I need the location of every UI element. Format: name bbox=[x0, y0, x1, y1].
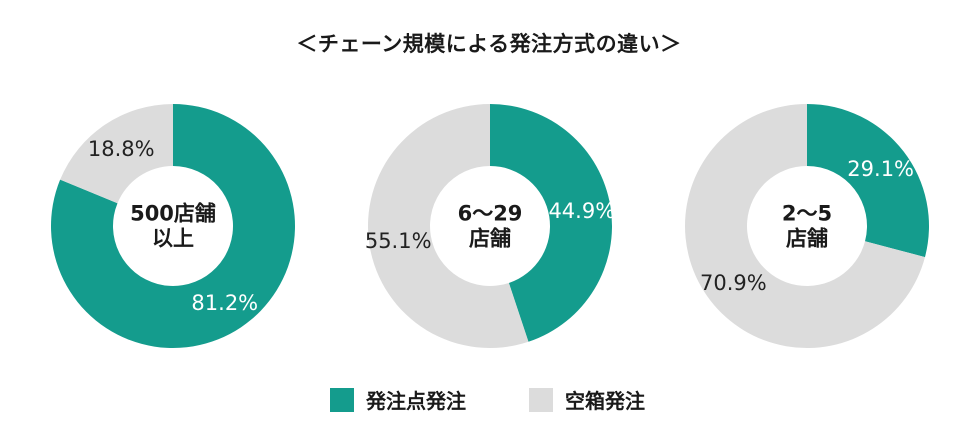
donut-center-label: 500店舗 bbox=[130, 202, 216, 226]
donut-slice bbox=[50, 104, 296, 348]
chart-title: ＜チェーン規模による発注方式の違い＞ bbox=[296, 32, 682, 56]
donut-center-label: 店舗 bbox=[786, 227, 828, 251]
donut-slice bbox=[490, 104, 612, 342]
legend-label-empty-box: 空箱発注 bbox=[565, 389, 645, 413]
donut-center-label: 6～29 bbox=[458, 202, 523, 226]
legend-item-order-point: 発注点発注 bbox=[330, 385, 466, 414]
legend: 発注点発注 空箱発注 bbox=[0, 385, 978, 415]
donut-slice bbox=[684, 104, 925, 348]
slice-percent-label: 18.8% bbox=[88, 137, 155, 161]
donut-center-label: 以上 bbox=[152, 227, 194, 251]
slice-percent-label: 44.9% bbox=[548, 199, 615, 223]
donut-slice bbox=[60, 103, 173, 204]
legend-swatch-empty-box bbox=[529, 387, 553, 412]
slice-percent-label: 55.1% bbox=[365, 229, 432, 253]
donut-slice bbox=[367, 104, 529, 348]
legend-swatch-order-point bbox=[330, 387, 354, 412]
legend-item-empty-box: 空箱発注 bbox=[529, 385, 645, 414]
donut-center-label: 2～5 bbox=[782, 202, 832, 226]
slice-percent-label: 29.1% bbox=[847, 157, 914, 181]
slice-percent-label: 70.9% bbox=[700, 271, 767, 295]
donut-center-label: 店舗 bbox=[469, 227, 511, 251]
donut-slice bbox=[807, 104, 929, 258]
slice-percent-label: 81.2% bbox=[191, 291, 258, 315]
legend-label-order-point: 発注点発注 bbox=[366, 389, 466, 413]
